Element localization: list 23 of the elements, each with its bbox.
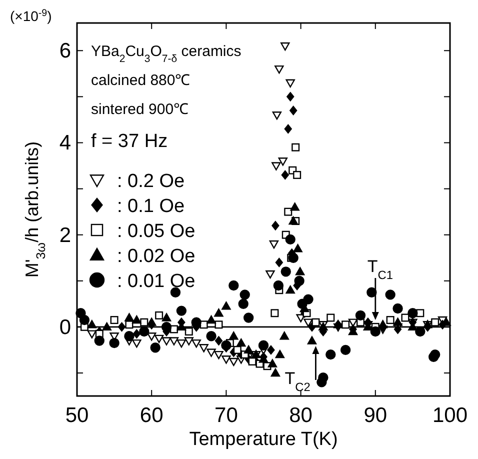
x-tick-label: 80 bbox=[289, 404, 312, 427]
legend-label: : 0.02 Oe bbox=[117, 246, 196, 267]
annotation: YBa$_{2}$Cu$_{3}$O$_{7-δ}$ ceramics bbox=[91, 43, 242, 65]
y-tick-label: 6 bbox=[59, 40, 71, 63]
y-tick-label: 2 bbox=[59, 224, 71, 247]
legend-label: : 0.1 Oe bbox=[117, 196, 185, 217]
legend-label: : 0.2 Oe bbox=[117, 171, 185, 192]
annotation: sintered 900℃ bbox=[91, 101, 189, 118]
y-tick-label: 0 bbox=[59, 316, 71, 339]
annotation: f = 37 Hz bbox=[91, 131, 168, 152]
x-tick-label: 90 bbox=[364, 404, 388, 427]
annotation: T$_{C2}$ bbox=[284, 369, 311, 394]
x-tick-label: 60 bbox=[140, 404, 164, 427]
x-tick-label: 70 bbox=[214, 404, 238, 427]
x-axis-title: Temperature T(K) bbox=[189, 429, 338, 450]
legend-label: : 0.05 Oe bbox=[117, 221, 196, 242]
x-tick-label: 100 bbox=[432, 404, 468, 427]
annotation: T$_{C1}$ bbox=[367, 257, 394, 282]
x-tick-label: 50 bbox=[65, 404, 89, 427]
y-tick-label: 4 bbox=[59, 132, 72, 155]
annotation: calcined 880℃ bbox=[91, 72, 190, 89]
text: (×10$^{-9}$) bbox=[10, 8, 52, 24]
legend-label: : 0.01 Oe bbox=[117, 271, 196, 292]
